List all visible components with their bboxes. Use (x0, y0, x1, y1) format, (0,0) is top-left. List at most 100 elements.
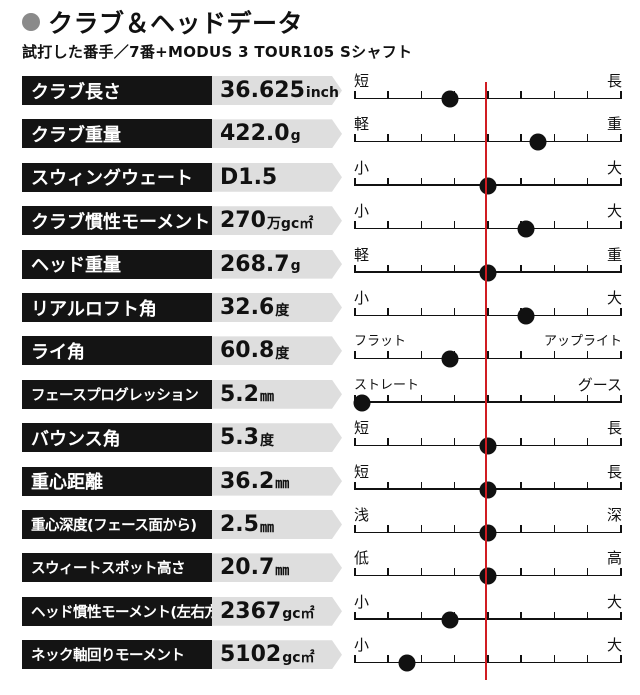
scale-right-label: 長 (606, 419, 622, 438)
scale-right-label: 重 (606, 245, 622, 264)
spec-label: クラブ長さ (22, 76, 212, 105)
spec-value: 422.0 g (212, 119, 342, 149)
rating-marker (479, 567, 497, 585)
scale-tick (620, 91, 622, 99)
spec-value-number: 5.2 (220, 381, 259, 407)
scale-tick (553, 655, 555, 664)
scale-tick (387, 351, 389, 360)
scale-tick (453, 134, 456, 143)
page-title-text: クラブ＆ヘッドデータ (48, 9, 304, 38)
reference-line (485, 82, 487, 680)
scale-right-label: 大 (606, 202, 622, 221)
spec-value-number: 2367 (220, 598, 282, 624)
spec-value-number: 60.8 (220, 338, 275, 364)
scale-tick (453, 568, 456, 577)
scale-tick (620, 525, 622, 533)
scale-tick (520, 394, 522, 403)
spec-value-unit: 万gc㎡ (266, 215, 314, 232)
spec-label: クラブ重量 (22, 119, 212, 149)
scale-left-label: フラット (354, 334, 407, 350)
spec-value-unit: 度 (275, 345, 290, 362)
scale-right-label: アップライト (543, 334, 622, 350)
spec-value: 5.2 ㎜ (212, 379, 342, 409)
rating-marker (529, 133, 547, 151)
scale-tick (520, 481, 522, 490)
scale-left-label: 短 (354, 462, 370, 481)
scale-tick (387, 394, 389, 403)
spec-label: スウィングウェート (22, 162, 212, 192)
scale-tick (553, 611, 555, 620)
rating-marker (441, 350, 459, 368)
scale-tick (387, 611, 389, 620)
scale-tick (354, 264, 356, 273)
scale-right-label: グース (577, 375, 622, 394)
scale-tick (387, 177, 389, 186)
spec-value-number: 36.625 (220, 78, 305, 103)
rating-marker (517, 220, 535, 238)
rating-marker (479, 177, 497, 195)
spec-label: リアルロフト角 (22, 293, 212, 322)
scale-tick (354, 221, 356, 230)
spec-row: クラブ長さ 36.625 inch 短長 (0, 68, 640, 112)
scale-tick (553, 177, 555, 186)
scale-tick (620, 568, 622, 577)
scale-tick (553, 481, 555, 490)
scale-tick (586, 611, 589, 620)
scale-right-label: 重 (606, 115, 622, 134)
scale-tick (354, 481, 356, 490)
scale-tick (487, 134, 489, 143)
scale-tick (586, 91, 589, 99)
scale-tick (453, 221, 456, 230)
spec-label: 重心距離 (22, 466, 212, 496)
scale-tick (553, 351, 555, 360)
rating-marker (479, 437, 497, 455)
spec-value-unit: 度 (275, 302, 290, 319)
spec-label: ヘッド慣性モーメント(左右方向) (22, 596, 212, 626)
scale-left-label: 短 (354, 419, 370, 438)
scale-right-label: 大 (606, 289, 622, 307)
scale-tick (520, 264, 522, 273)
scale-tick (453, 177, 456, 186)
spec-value-number: D1.5 (220, 164, 278, 190)
scale-tick (453, 394, 456, 403)
scale-tick (354, 525, 356, 533)
rating-scale (354, 389, 622, 403)
scale-tick (487, 308, 489, 316)
scale-tick (387, 568, 389, 577)
scale-tick (553, 134, 555, 143)
spec-value: 268.7 g (212, 249, 342, 279)
scale-tick (586, 134, 589, 143)
scale-tick (387, 308, 389, 316)
scale-tick (487, 611, 489, 620)
spec-label: バウンス角 (22, 423, 212, 453)
bullet-dot-icon (22, 13, 40, 31)
spec-value: 36.2 ㎜ (212, 466, 342, 496)
spec-value-unit: 度 (259, 432, 274, 449)
scale-tick (586, 655, 589, 664)
scale-tick (520, 568, 522, 577)
spec-value-number: 270 (220, 208, 266, 234)
scale-tick (520, 91, 522, 99)
scale-tick (387, 91, 389, 99)
spec-value-number: 2.5 (220, 512, 259, 537)
scale-left-label: 低 (354, 549, 370, 568)
scale-tick (420, 438, 422, 447)
scale-tick (420, 394, 422, 403)
scale-right-label: 深 (606, 506, 622, 524)
scale-tick (420, 525, 422, 533)
scale-tick (586, 221, 589, 230)
spec-value-unit: gc㎡ (282, 649, 315, 666)
scale-tick (354, 611, 356, 620)
spec-value-number: 422.0 (220, 121, 290, 147)
scale-tick (354, 438, 356, 447)
rating-marker (441, 611, 459, 629)
scale-tick (453, 525, 456, 533)
scale-right-label: 長 (606, 462, 622, 481)
page-title: クラブ＆ヘッドデータ (22, 5, 303, 39)
scale-tick (553, 525, 555, 533)
spec-value-number: 20.7 (220, 555, 275, 581)
spec-row: ヘッド重量 268.7 g 軽重 (0, 242, 640, 286)
scale-left-label: 軽 (354, 115, 370, 134)
scale-right-label: 大 (606, 636, 622, 655)
